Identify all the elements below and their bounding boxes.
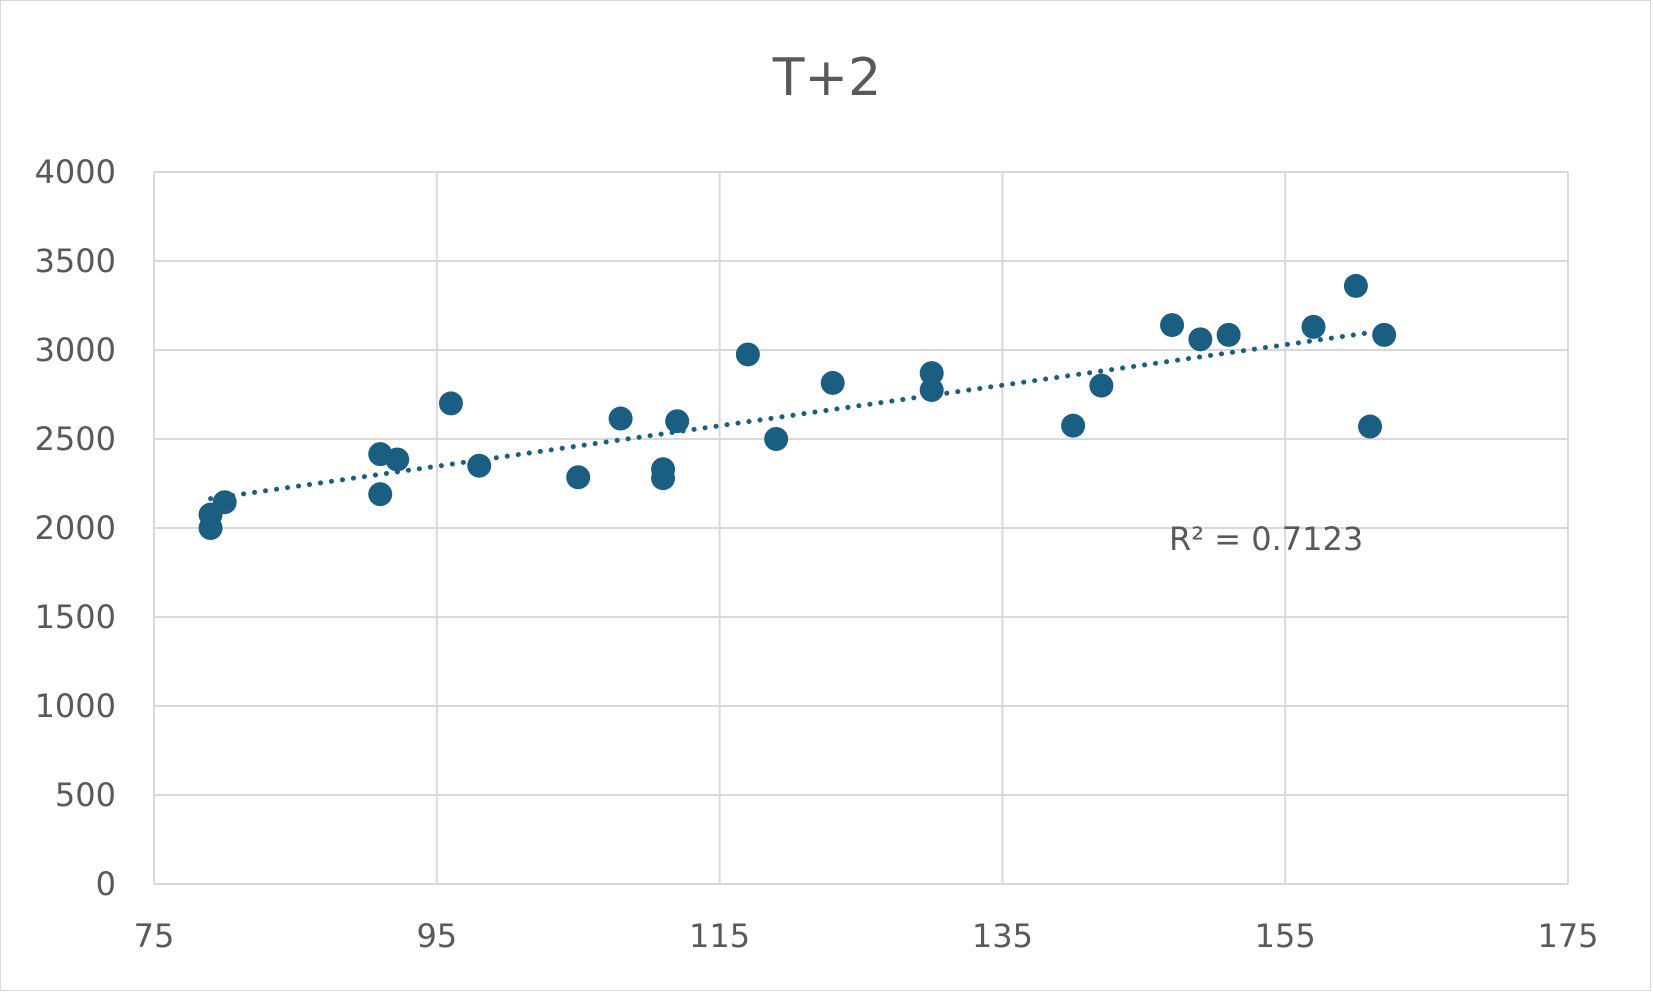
data-point — [438, 391, 463, 416]
data-point — [651, 466, 676, 491]
x-tick-label: 175 — [1537, 917, 1598, 955]
x-tick-label: 95 — [416, 917, 457, 955]
data-point — [198, 516, 223, 540]
data-point — [1061, 413, 1086, 438]
chart-title: T+2 — [772, 48, 881, 108]
data-point — [735, 342, 760, 367]
data-point — [820, 370, 845, 395]
data-point — [566, 465, 591, 490]
data-point — [368, 482, 393, 507]
data-point — [1343, 273, 1368, 298]
y-tick-label: 1500 — [35, 598, 116, 636]
data-points — [198, 273, 1397, 540]
x-tick-label: 155 — [1255, 917, 1316, 955]
r-squared-label: R² = 0.7123 — [1169, 520, 1363, 558]
data-point — [764, 427, 789, 451]
data-point — [665, 409, 690, 434]
y-tick-label: 500 — [55, 776, 116, 814]
y-tick-label: 3000 — [35, 331, 116, 369]
data-point — [1160, 313, 1185, 338]
data-point — [467, 453, 492, 478]
data-point — [919, 361, 944, 386]
data-point — [1372, 322, 1397, 347]
y-tick-label: 4000 — [35, 153, 116, 191]
data-point — [385, 447, 410, 472]
y-tick-label: 3500 — [35, 242, 116, 280]
data-point — [1089, 373, 1114, 398]
x-tick-label: 135 — [972, 917, 1033, 955]
y-tick-label: 0 — [96, 865, 116, 903]
axes: 0 500 1000 1500 2000 2500 3000 3500 4000 75 95 115 1… — [35, 153, 1599, 955]
data-point — [1358, 414, 1383, 439]
y-tick-label: 2000 — [35, 509, 116, 547]
trendline-group — [208, 327, 1394, 502]
data-point — [1216, 322, 1241, 347]
data-point — [212, 490, 237, 515]
x-tick-label: 115 — [689, 917, 750, 955]
trendline — [208, 327, 1394, 502]
grid-lines — [153, 171, 1569, 884]
y-tick-label: 2500 — [35, 420, 116, 458]
data-point — [1188, 327, 1213, 352]
data-point — [608, 406, 633, 431]
y-tick-label: 1000 — [35, 687, 116, 725]
data-point — [1301, 314, 1326, 339]
data-point — [919, 378, 944, 403]
x-tick-label: 75 — [134, 917, 175, 955]
